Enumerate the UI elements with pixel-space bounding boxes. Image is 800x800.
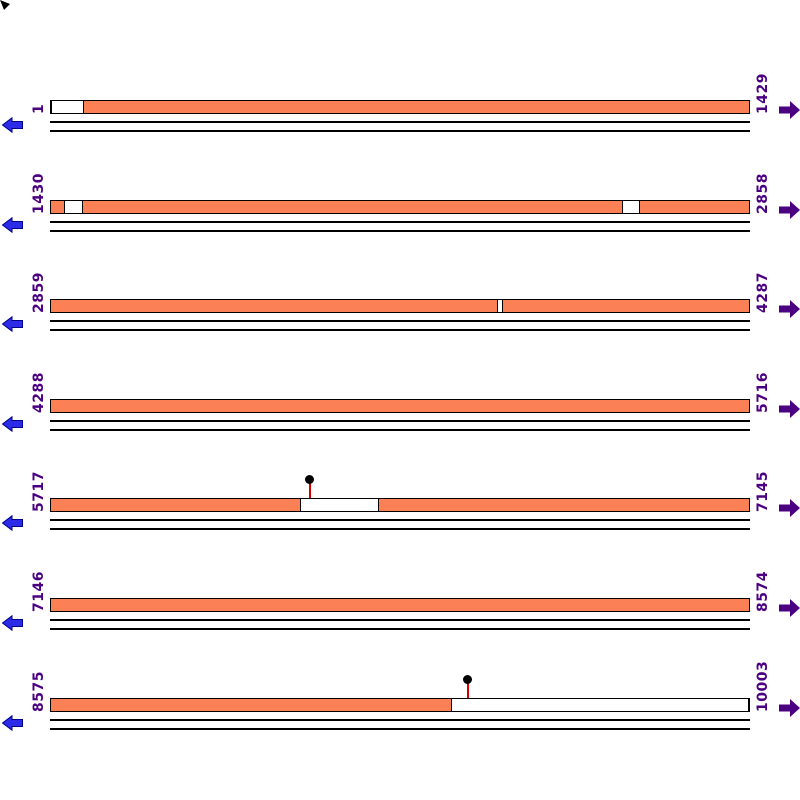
gap-segment <box>51 101 84 113</box>
sequence-ruler-box <box>50 498 750 512</box>
alignment-segment <box>51 699 451 711</box>
sequence-ruler-box <box>50 598 750 612</box>
arrow-right-icon[interactable] <box>779 599 800 617</box>
alignment-segment <box>82 201 623 213</box>
gap-segment <box>496 300 503 312</box>
arrow-right-icon[interactable] <box>779 699 800 717</box>
feature-marker-stem <box>308 483 311 498</box>
alignment-segment <box>83 101 749 113</box>
feature-marker-head[interactable] <box>305 475 315 484</box>
row-start-position-label: 2859 <box>31 272 47 313</box>
sequence-line-2 <box>50 230 750 232</box>
alignment-segment <box>51 300 497 312</box>
arrow-left-icon[interactable] <box>2 615 23 631</box>
sequence-ruler-box <box>50 200 750 214</box>
arrow-right-icon[interactable] <box>779 499 800 517</box>
alignment-segment <box>640 201 749 213</box>
row-start-position-label: 8575 <box>31 671 47 712</box>
feature-marker-head[interactable] <box>463 675 473 684</box>
row-start-position-label: 1 <box>31 103 47 114</box>
row-end-position-label: 7145 <box>755 471 771 512</box>
arrow-right-icon[interactable] <box>779 201 800 219</box>
sequence-ruler-box <box>50 399 750 413</box>
row-start-position-label: 7146 <box>31 571 47 612</box>
sequence-line-1 <box>50 320 750 322</box>
arrow-right-icon[interactable] <box>779 101 800 119</box>
sequence-ruler-box <box>50 100 750 114</box>
row-end-position-label: 10003 <box>755 660 771 712</box>
row-start-position-label: 4288 <box>31 372 47 413</box>
sequence-line-1 <box>50 121 750 123</box>
sequence-line-1 <box>50 619 750 621</box>
sequence-line-2 <box>50 728 750 730</box>
arrow-right-icon[interactable] <box>779 400 800 418</box>
sequence-line-2 <box>50 429 750 431</box>
row-start-position-label: 5717 <box>31 471 47 512</box>
sequence-line-2 <box>50 130 750 132</box>
alignment-segment <box>51 201 64 213</box>
row-end-position-label: 5716 <box>755 372 771 413</box>
cursor-tip-icon <box>0 0 10 10</box>
sequence-line-1 <box>50 221 750 223</box>
alignment-segment <box>379 499 749 511</box>
arrow-left-icon[interactable] <box>2 316 23 332</box>
gap-segment <box>300 499 380 511</box>
sequence-line-2 <box>50 628 750 630</box>
row-end-position-label: 4287 <box>755 272 771 313</box>
gap-segment <box>622 201 641 213</box>
arrow-right-icon[interactable] <box>779 300 800 318</box>
gap-segment <box>63 201 83 213</box>
sequence-line-1 <box>50 420 750 422</box>
sequence-ruler-box <box>50 299 750 313</box>
alignment-segment <box>51 599 749 611</box>
sequence-line-2 <box>50 329 750 331</box>
alignment-segment <box>51 499 301 511</box>
row-end-position-label: 8574 <box>755 571 771 612</box>
gap-segment <box>450 699 749 711</box>
arrow-left-icon[interactable] <box>2 217 23 233</box>
alignment-segment <box>502 300 749 312</box>
row-end-position-label: 2858 <box>755 173 771 214</box>
alignment-segment <box>51 400 749 412</box>
feature-marker-stem <box>466 683 469 698</box>
arrow-left-icon[interactable] <box>2 715 23 731</box>
sequence-line-1 <box>50 719 750 721</box>
row-start-position-label: 1430 <box>31 173 47 214</box>
sequence-ruler-box <box>50 698 750 712</box>
sequence-line-1 <box>50 519 750 521</box>
arrow-left-icon[interactable] <box>2 117 23 133</box>
arrow-left-icon[interactable] <box>2 416 23 432</box>
arrow-left-icon[interactable] <box>2 515 23 531</box>
sequence-line-2 <box>50 528 750 530</box>
row-end-position-label: 1429 <box>755 73 771 114</box>
